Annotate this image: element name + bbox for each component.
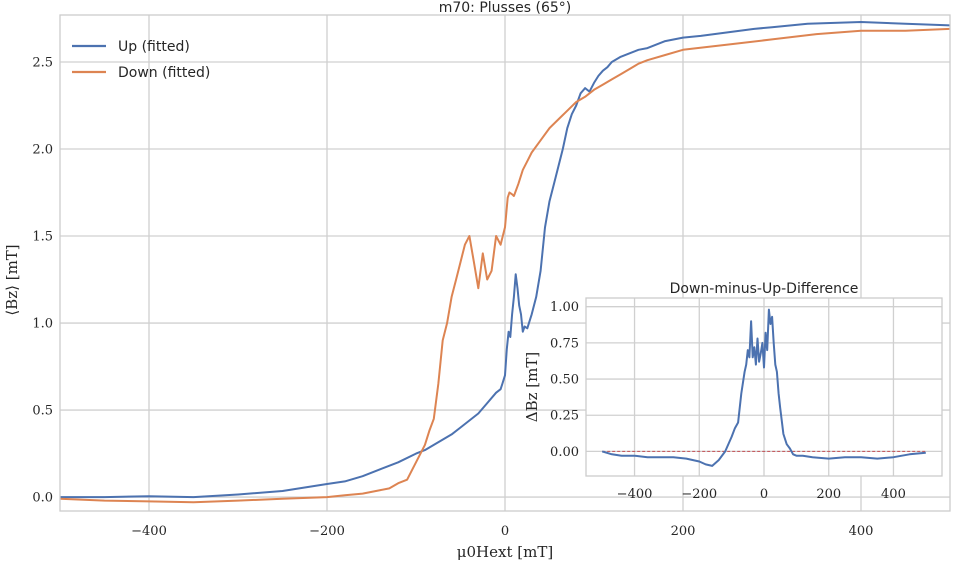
main-y-tick-label: 1.5 — [32, 230, 53, 245]
inset-chart: −400 −200 0 200 400 0.00 0.25 0.50 0.75 1.00 Down… — [523, 281, 943, 502]
main-x-tick-label: 200 — [671, 524, 696, 539]
inset-series-lines — [601, 308, 926, 467]
legend-up-label: Up (fitted) — [118, 39, 190, 55]
inset-y-tick-label: 1.00 — [550, 300, 579, 315]
inset-chart-title: Down-minus-Up-Difference — [670, 281, 859, 297]
inset-y-tick-label: 0.75 — [550, 336, 579, 351]
inset-x-tick-label: 0 — [760, 487, 768, 502]
main-plot-frame — [59, 14, 951, 512]
main-x-tick-label: −200 — [309, 524, 345, 539]
main-series-line-1 — [59, 27, 951, 504]
main-x-tick-label: 400 — [849, 524, 874, 539]
main-y-tick-label: 2.0 — [32, 143, 53, 158]
inset-series-line-0 — [601, 308, 926, 467]
inset-x-tick-label: −200 — [681, 487, 717, 502]
main-y-tick-label: 0.0 — [32, 491, 53, 506]
inset-tick-labels: −400 −200 0 200 400 0.00 0.25 0.50 0.75 1.00 — [550, 300, 906, 502]
main-y-axis-label: ⟨Bz⟩ [mT] — [3, 244, 21, 315]
inset-x-tick-label: −400 — [617, 487, 653, 502]
main-x-tick-label: −400 — [131, 524, 167, 539]
inset-x-tick-label: 200 — [816, 487, 841, 502]
inset-y-axis-label: ΔBz [mT] — [523, 352, 541, 422]
main-tick-labels: −400 −200 0 200 400 0.0 0.5 1.0 1.5 2.0 2.5 — [32, 55, 873, 539]
main-chart-title: m70: Plusses (65°) — [439, 0, 572, 16]
inset-x-tick-label: 400 — [881, 487, 906, 502]
main-x-tick-label: 0 — [501, 524, 509, 539]
main-y-tick-label: 2.5 — [32, 55, 53, 70]
legend-down-label: Down (fitted) — [118, 65, 210, 81]
main-y-tick-label: 1.0 — [32, 317, 53, 332]
inset-plot-frame — [585, 297, 943, 477]
main-x-axis-label: μ0Hext [mT] — [457, 543, 553, 561]
legend: Up (fitted) Down (fitted) — [72, 39, 210, 81]
main-y-tick-label: 0.5 — [32, 404, 53, 419]
inset-y-tick-label: 0.50 — [550, 373, 579, 388]
inset-y-tick-label: 0.25 — [550, 409, 579, 424]
inset-grid — [586, 298, 942, 476]
inset-y-tick-label: 0.00 — [550, 445, 579, 460]
main-series-lines — [59, 21, 951, 504]
